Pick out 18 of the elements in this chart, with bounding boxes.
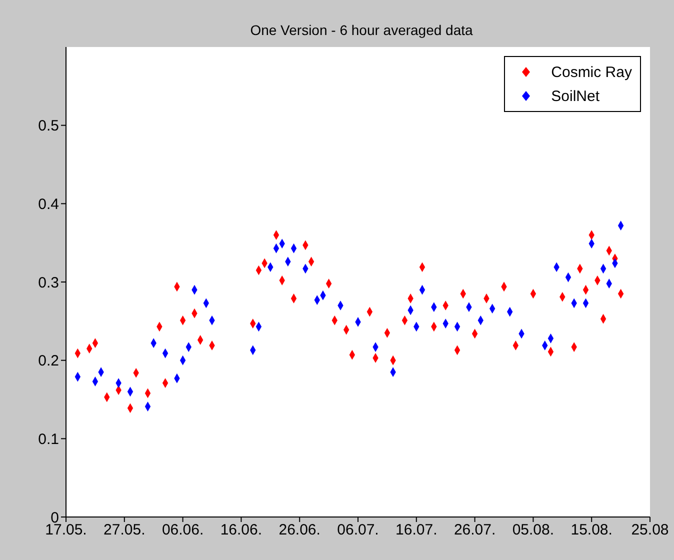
y-tick-label: 0.5 xyxy=(38,118,59,135)
x-tick-label: 27.05. xyxy=(104,522,146,539)
x-tick-label: 16.07. xyxy=(396,522,438,539)
x-tick-label: 16.06. xyxy=(220,522,262,539)
legend-label: Cosmic Ray xyxy=(551,64,632,80)
y-tick-label: 0.1 xyxy=(38,430,59,448)
y-tick-label: 0.4 xyxy=(38,196,59,213)
x-tick-label: 26.06. xyxy=(278,522,320,539)
chart-title: One Version - 6 hour averaged data xyxy=(249,22,474,38)
x-tick-label: 06.06. xyxy=(162,522,204,539)
x-tick-label: 25.08 xyxy=(631,522,669,539)
legend-label: SoilNet xyxy=(551,88,600,104)
y-tick-label: 0.3 xyxy=(38,274,59,292)
x-tick-label: 26.07. xyxy=(454,522,496,539)
x-tick-label: 06.07. xyxy=(337,522,379,539)
x-tick-label: 05.08. xyxy=(512,522,554,539)
y-tick-label: 0.2 xyxy=(38,352,59,370)
x-tick-label: 15.08. xyxy=(570,522,612,539)
